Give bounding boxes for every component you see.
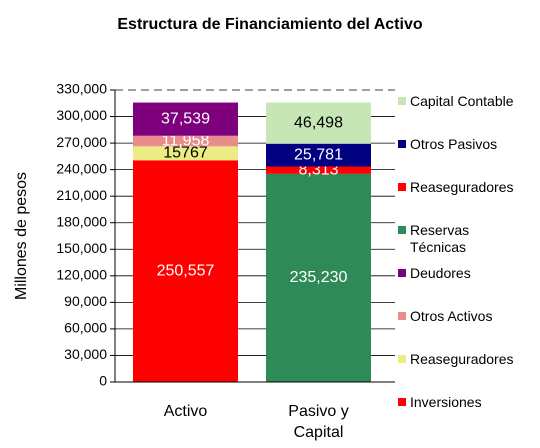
bar-segment (266, 102, 371, 144)
y-tick-label: 300,000 (56, 107, 107, 123)
bar-segment (133, 102, 238, 136)
data-label: 37,539 (161, 110, 210, 127)
y-tick-label: 180,000 (56, 213, 107, 229)
legend-label: Inversiones (410, 394, 482, 410)
y-tick-label: 270,000 (56, 134, 107, 150)
legend-label: Reservas Técnicas (410, 222, 470, 255)
data-label: 46,498 (294, 114, 343, 131)
y-tick-label: 30,000 (64, 346, 107, 362)
y-tick-label: 120,000 (56, 267, 107, 283)
legend-item: Reservas Técnicas (398, 222, 538, 256)
legend-label: Otros Activos (410, 308, 493, 324)
data-label: 250,557 (157, 262, 215, 279)
y-axis-label: Millones de pesos (13, 172, 30, 300)
y-tick-label: 150,000 (56, 240, 107, 256)
data-label: 235,230 (290, 269, 348, 286)
y-tick-label: 90,000 (64, 293, 107, 309)
x-tick-label: Pasivo y Capital (288, 403, 349, 441)
bar-segment (133, 146, 238, 161)
legend-item: Deudores (398, 265, 538, 282)
y-tick-label: 210,000 (56, 187, 107, 203)
legend-swatch (398, 312, 406, 320)
legend-swatch (398, 398, 406, 406)
legend-swatch (398, 226, 406, 234)
y-tick-label: 0 (99, 373, 107, 389)
data-label: 25,781 (294, 146, 343, 163)
data-label: 11,958 (162, 132, 210, 149)
legend-swatch (398, 355, 406, 363)
legend-item: Reaseguradores (398, 351, 538, 368)
legend-swatch (398, 183, 406, 191)
legend-label: Otros Pasivos (410, 136, 498, 152)
legend-swatch (398, 97, 406, 105)
legend-item: Capital Contable (398, 93, 538, 110)
legend-swatch (398, 140, 406, 148)
bar-segment (266, 143, 371, 167)
chart-title: Estructura de Financiamiento del Activo (117, 16, 422, 33)
bar-segment (133, 160, 238, 382)
bar-segment (133, 135, 238, 147)
legend-item: Inversiones (398, 394, 538, 411)
y-tick-label: 330,000 (56, 81, 107, 97)
legend-swatch (398, 269, 406, 277)
y-tick-label: 240,000 (56, 160, 107, 176)
legend-label: Reaseguradores (410, 351, 514, 367)
legend-label: Deudores (410, 265, 471, 281)
bar-segment (266, 173, 371, 382)
bar-segment (266, 166, 371, 174)
legend-label: Capital Contable (410, 93, 514, 109)
x-tick-label: Activo (163, 403, 208, 420)
y-tick-label: 60,000 (64, 320, 107, 336)
legend-item: Otros Activos (398, 308, 538, 325)
legend-item: Otros Pasivos (398, 136, 538, 153)
legend-item: Reaseguradores (398, 179, 538, 196)
legend-label: Reaseguradores (410, 179, 514, 195)
data-label: 15767 (163, 145, 208, 162)
